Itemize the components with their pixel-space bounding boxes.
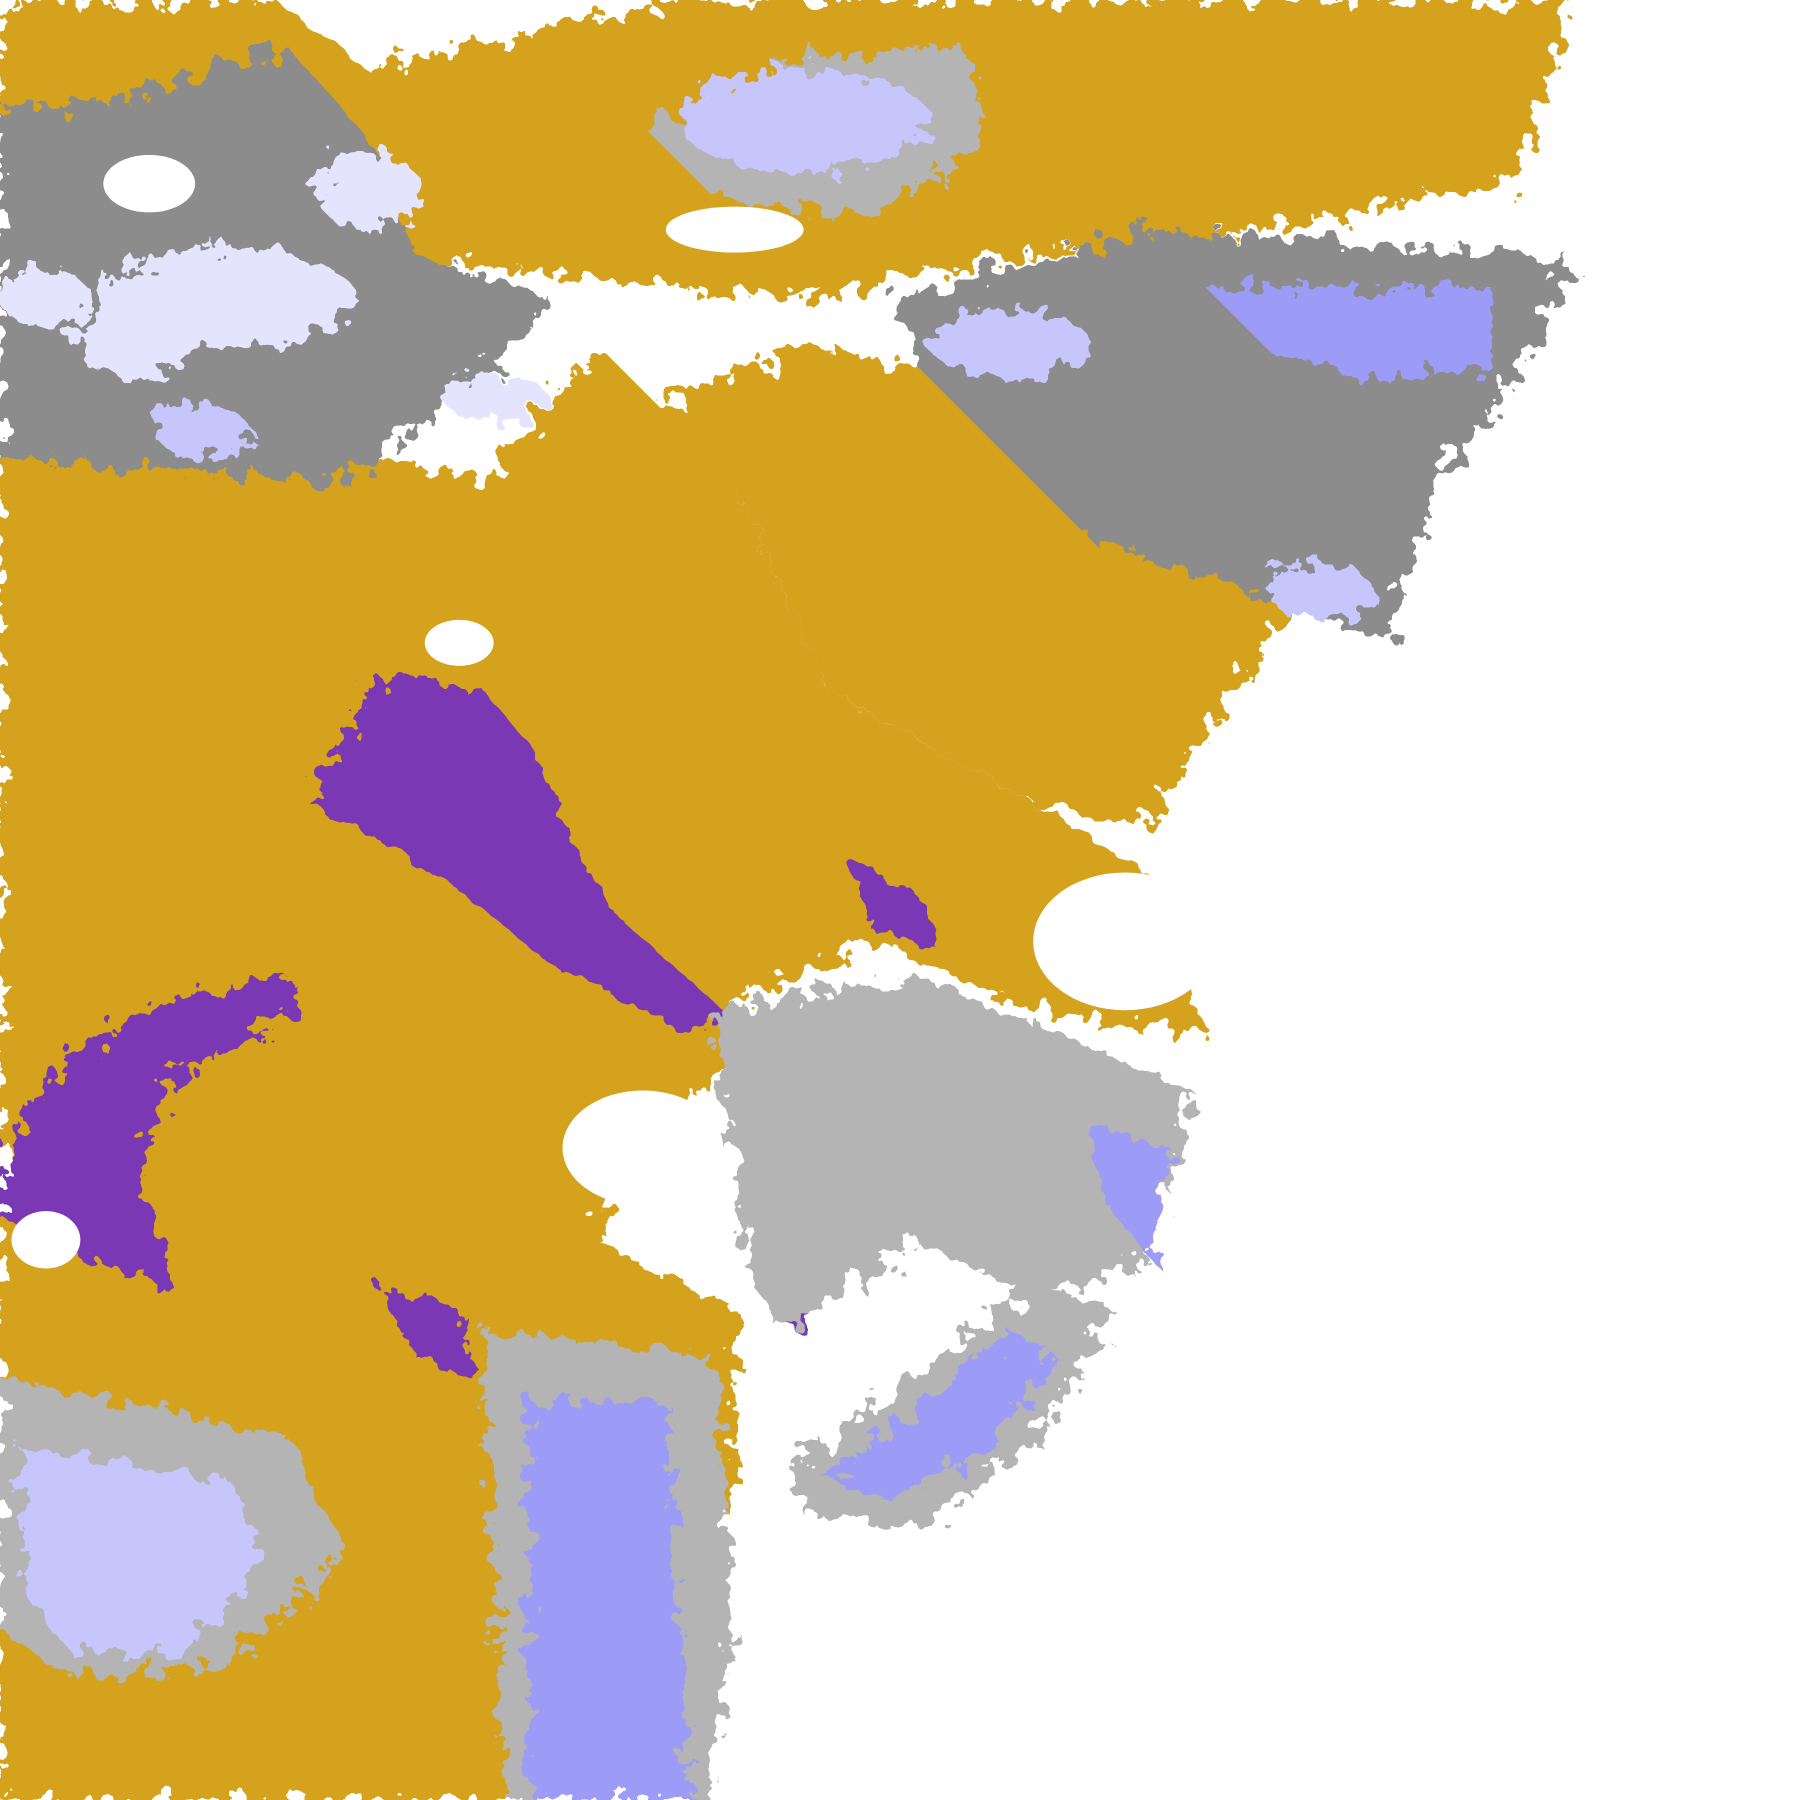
periwinkle-region-east xyxy=(1090,1125,1171,1263)
periwinkle-region-south xyxy=(528,1400,689,1800)
purple-region-central xyxy=(309,677,724,1034)
clear-area xyxy=(1033,872,1217,1011)
purple-region-small xyxy=(378,1285,471,1378)
clear-area xyxy=(11,1211,81,1269)
clear-area xyxy=(103,154,196,213)
clear-area xyxy=(665,206,804,253)
lavender-cloud xyxy=(74,309,190,379)
gold-region-main xyxy=(0,344,1206,1800)
lavender-cloud xyxy=(441,373,546,420)
lavender-region-southwest xyxy=(22,1446,265,1654)
periwinkle-region-southeast xyxy=(826,1331,1057,1504)
clear-area xyxy=(562,1090,724,1206)
purple-patch xyxy=(849,860,942,953)
lavender-cloud xyxy=(154,401,247,460)
clear-area xyxy=(424,619,494,666)
lavender-cloud xyxy=(315,149,420,230)
gray-region-south-central xyxy=(711,975,1194,1332)
periwinkle-cloud-east xyxy=(1205,286,1493,379)
lavender-cloud xyxy=(1268,562,1372,620)
lavender-cloud xyxy=(677,68,930,173)
purple-region-southwest xyxy=(0,975,299,1286)
lavender-cloud xyxy=(929,309,1091,379)
lavender-cloud xyxy=(0,269,92,328)
